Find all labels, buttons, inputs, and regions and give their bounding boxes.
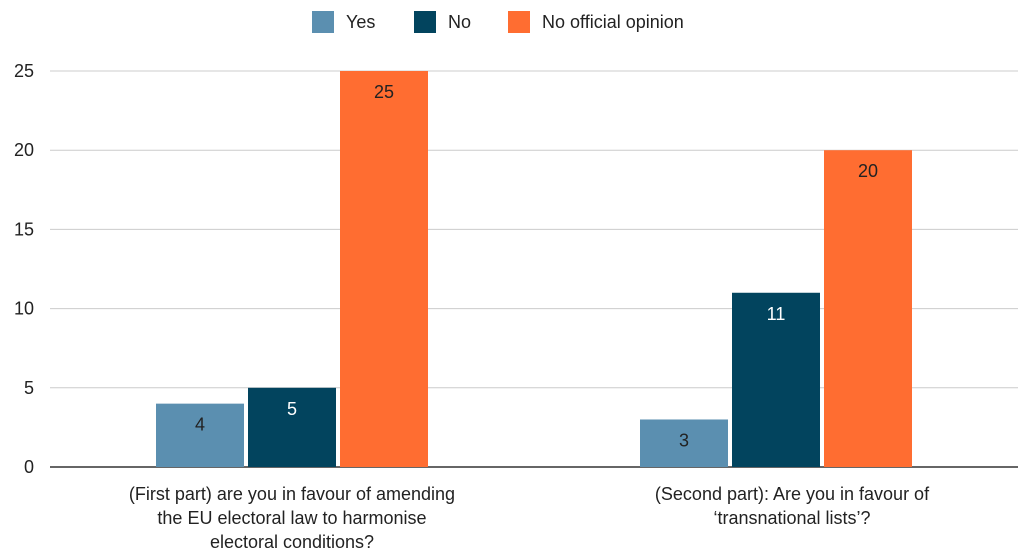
y-tick-label: 20 <box>14 140 34 160</box>
bar-no-1 <box>248 387 336 467</box>
x-category-label-line: (Second part): Are you in favour of <box>655 484 930 504</box>
legend-label: No official opinion <box>542 12 684 32</box>
legend-item: No <box>414 11 471 33</box>
data-label: 4 <box>195 415 205 435</box>
bar-no-official-opinion-2 <box>824 150 912 467</box>
bar-no-2 <box>732 292 820 467</box>
y-tick-label: 15 <box>14 219 34 239</box>
x-category-label-line: ‘transnational lists’? <box>713 508 870 528</box>
data-label: 20 <box>858 161 878 181</box>
y-axis: 0 5 10 15 20 25 <box>14 61 34 477</box>
legend-item: Yes <box>312 11 375 33</box>
bar-yes-1 <box>156 403 244 467</box>
bar-no-official-opinion-1 <box>340 71 428 467</box>
x-category-label: (Second part): Are you in favour of ‘tran… <box>655 484 930 528</box>
x-category-label-line: (First part) are you in favour of amendi… <box>129 484 455 504</box>
data-label: 11 <box>767 304 786 324</box>
legend-item: No official opinion <box>508 11 684 33</box>
legend: Yes No No official opinion <box>312 11 684 33</box>
data-label: 5 <box>287 399 297 419</box>
bars <box>156 71 912 467</box>
legend-swatch <box>312 11 334 33</box>
bar-yes-2 <box>640 419 728 467</box>
x-category-label-line: the EU electoral law to harmonise <box>157 508 426 528</box>
legend-label: No <box>448 12 471 32</box>
y-tick-label: 5 <box>24 378 34 398</box>
y-tick-label: 0 <box>24 457 34 477</box>
x-category-label-line: electoral conditions? <box>210 532 374 552</box>
y-tick-label: 10 <box>14 299 34 319</box>
legend-label: Yes <box>346 12 375 32</box>
data-labels: 4 5 25 3 11 20 <box>195 82 878 450</box>
x-axis: (First part) are you in favour of amendi… <box>129 484 930 552</box>
legend-swatch <box>414 11 436 33</box>
y-tick-label: 25 <box>14 61 34 81</box>
x-category-label: (First part) are you in favour of amendi… <box>129 484 455 552</box>
legend-swatch <box>508 11 530 33</box>
data-label: 3 <box>679 430 689 450</box>
data-label: 25 <box>374 82 394 102</box>
